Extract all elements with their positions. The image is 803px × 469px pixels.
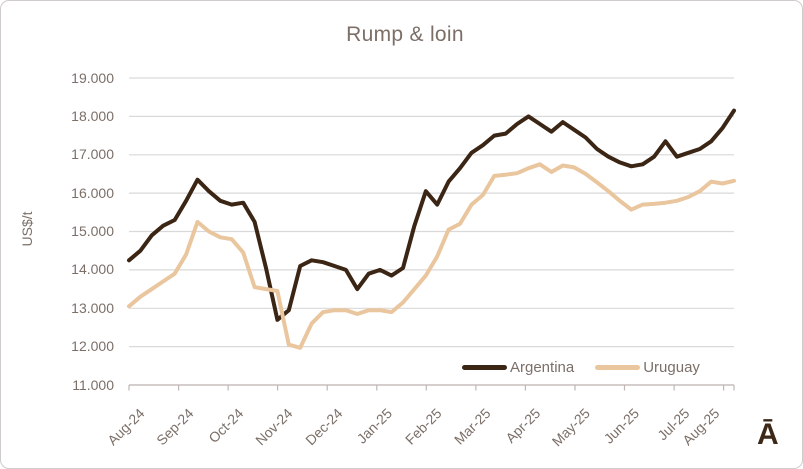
y-tick-label: 17.000 [71, 146, 114, 163]
chart-title: Rump & loin [346, 23, 464, 46]
legend-swatch-argentina [462, 364, 507, 370]
legend-swatch-uruguay [595, 364, 641, 370]
y-tick-label: 12.000 [71, 338, 114, 355]
brand-logo: Ā [757, 418, 779, 451]
y-tick-label: 13.000 [71, 299, 114, 316]
y-tick-label: 16.000 [71, 184, 114, 201]
y-tick-label: 11.000 [72, 376, 114, 393]
legend-label-uruguay: Uruguay [643, 358, 700, 376]
y-tick-label: 19.000 [71, 69, 114, 86]
y-axis-title: US$/t [19, 211, 35, 247]
y-tick-label: 15.000 [71, 223, 114, 239]
gridlines [129, 77, 734, 386]
y-tick-label: 14.000 [71, 261, 114, 278]
series-line-uruguay [127, 162, 736, 350]
series-line-argentina [127, 108, 736, 322]
legend: Argentina Uruguay [462, 358, 700, 376]
x-axis [128, 384, 735, 391]
legend-label-argentina: Argentina [510, 358, 575, 376]
y-tick-label: 18.000 [71, 107, 114, 124]
